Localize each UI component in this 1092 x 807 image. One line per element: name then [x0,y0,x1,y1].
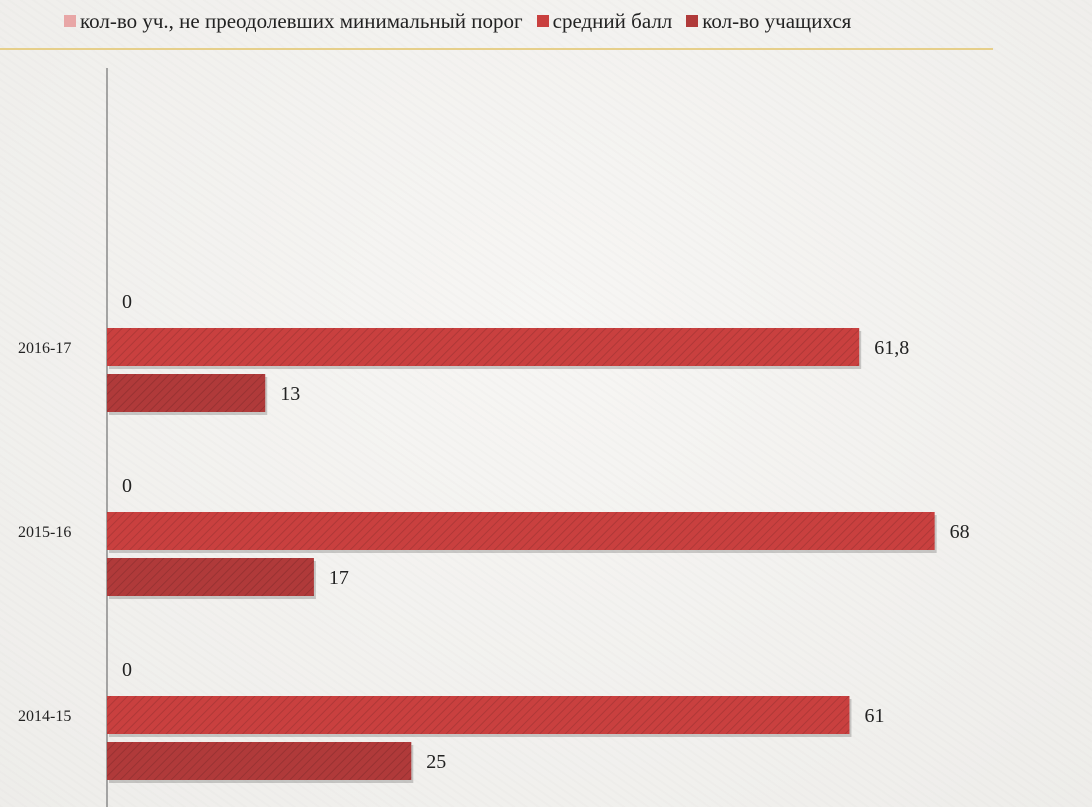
data-label: 61,8 [874,337,909,359]
category-label: 2016-17 [18,340,71,357]
data-label: 0 [122,475,132,497]
legend-label: кол-во уч., не преодолевших минимальный … [80,8,523,33]
category-label: 2014-15 [18,708,71,725]
chart-legend: кол-во уч., не преодолевших минимальный … [64,6,1084,36]
data-label: 17 [329,567,349,589]
legend-item: кол-во уч., не преодолевших минимальный … [64,9,523,34]
category-label: 2015-16 [18,524,71,541]
bar-texture [107,374,266,412]
bar-texture [107,558,314,596]
legend-swatch [536,15,549,27]
bar-texture [107,742,412,780]
bar-texture [107,696,850,734]
legend-item: кол-во учащихся [686,9,851,34]
legend-divider [0,48,993,50]
legend-swatch [64,15,76,27]
data-label: 13 [280,383,300,405]
data-label: 25 [426,751,446,773]
data-label: 0 [122,659,132,681]
bar-texture [107,512,935,550]
data-label: 61 [864,705,884,727]
legend-label: кол-во учащихся [702,8,852,33]
data-label: 68 [950,521,970,543]
legend-swatch [686,15,699,27]
legend-label: средний балл [552,8,673,33]
legend-item: средний балл [536,8,673,34]
data-label: 0 [122,291,132,313]
bar-texture [107,328,860,366]
